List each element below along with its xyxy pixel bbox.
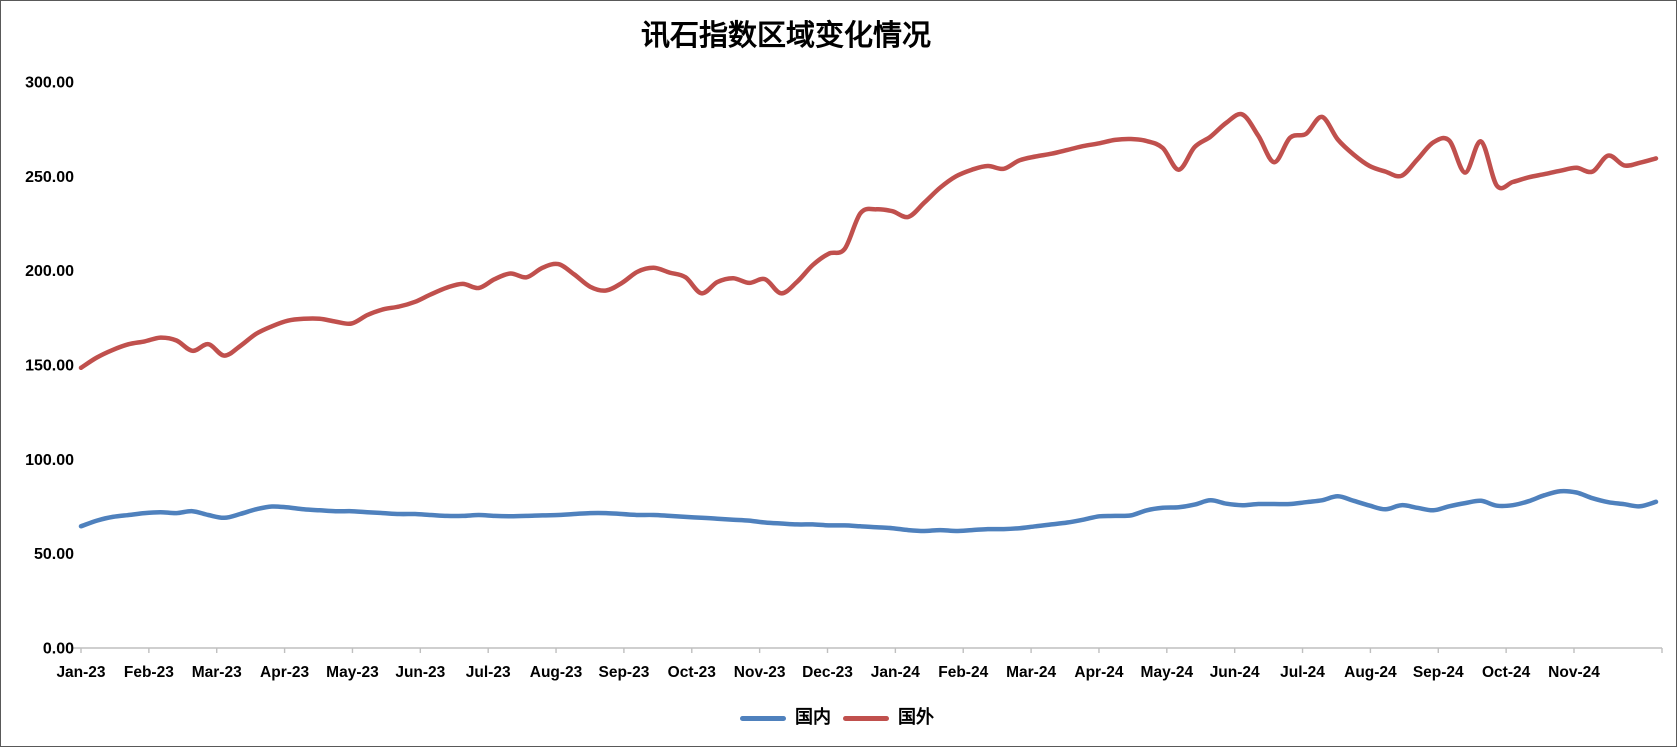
x-axis-tick-label: Feb-24 [938,664,988,681]
x-axis-tick-label: Jul-23 [466,664,511,681]
x-axis-tick-label: Nov-24 [1548,664,1600,681]
x-axis-tick-label: Jun-24 [1210,664,1260,681]
x-axis-tick-label: Jun-23 [395,664,445,681]
legend-item-domestic: 国内 [740,709,831,727]
x-axis-tick-label: Apr-24 [1074,664,1123,681]
chart-title: 讯石指数区域变化情况 [640,18,931,52]
x-axis-tick-label: Mar-23 [192,664,242,681]
series-line-foreign [78,111,1659,371]
x-axis-tick-label: Aug-23 [530,664,583,681]
x-axis-tick-label: Feb-23 [124,664,174,681]
x-axis-tick-label: Apr-23 [260,664,309,681]
y-axis-tick-label: 200.00 [25,263,74,280]
x-axis-tick-label: Jul-24 [1280,664,1325,681]
legend-label-foreign: 国外 [898,707,934,728]
x-axis-tick-label: Jan-24 [871,664,920,681]
series-line-domestic [78,488,1659,534]
x-axis-tick-label: Dec-23 [802,664,853,681]
legend-item-foreign: 国外 [843,709,934,727]
x-axis-tick-label: May-24 [1141,664,1194,681]
chart-legend: 国内 国外 [1,703,1673,733]
legend-line-swatch-foreign [843,715,889,721]
x-axis-tick-label: Nov-23 [734,664,786,681]
legend-line-swatch-domestic [740,715,786,721]
legend-label-domestic: 国内 [795,707,831,728]
x-axis-tick-label: Oct-23 [668,664,717,681]
y-axis-tick-label: 150.00 [25,358,74,375]
y-axis-tick-label: 300.00 [25,75,74,92]
x-axis-tick-label: Sep-23 [598,664,649,681]
x-axis-tick-label: Mar-24 [1006,664,1056,681]
x-axis-tick-label: Jan-23 [56,664,105,681]
y-axis-tick-label: 250.00 [25,169,74,186]
x-axis-tick-label: Oct-24 [1482,664,1531,681]
x-axis-tick-label: May-23 [326,664,379,681]
y-axis-tick-label: 100.00 [25,452,74,469]
y-axis-tick-label: 50.00 [34,546,74,563]
y-axis-tick-label: 0.00 [43,641,74,658]
x-axis-tick-label: Aug-24 [1344,664,1397,681]
x-axis-tick-label: Sep-24 [1413,664,1464,681]
